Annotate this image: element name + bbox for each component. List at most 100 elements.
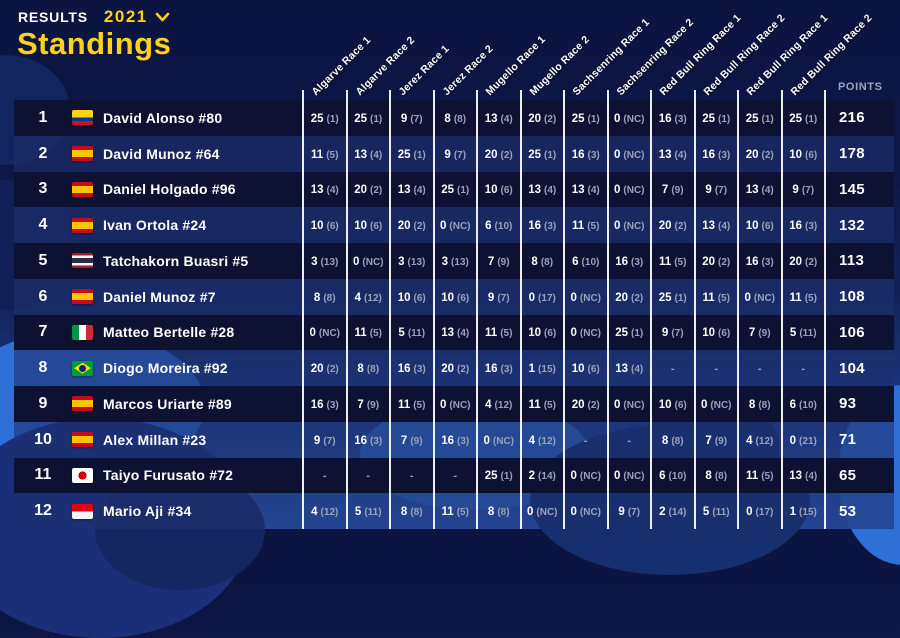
rider-name[interactable]: David Munoz #64 xyxy=(103,145,220,162)
race-result-cell: 16 (3) xyxy=(397,363,426,376)
race-result-cell: 11 (5) xyxy=(441,506,469,519)
rider-name[interactable]: Matteo Bertelle #28 xyxy=(103,324,235,341)
race-result-cell: 13 (4) xyxy=(484,112,513,125)
race-result-cell: 4 (12) xyxy=(746,434,774,447)
race-result-cell: 20 (2) xyxy=(484,148,513,161)
race-result-cell: 20 (2) xyxy=(615,291,644,304)
race-result-cell: 20 (2) xyxy=(745,148,774,161)
race-result-cell: 0 (NC) xyxy=(570,291,601,304)
race-result-cell: 25 (1) xyxy=(397,148,426,161)
race-result-cell: 10 (6) xyxy=(745,220,774,233)
race-result-cell: 11 (5) xyxy=(528,398,556,411)
race-result-cell: 16 (3) xyxy=(484,363,513,376)
race-column-header: Red Bull Ring Race 1 xyxy=(744,12,831,98)
rider-name[interactable]: Tatchakorn Buasri #5 xyxy=(103,252,249,269)
race-result-cell: 16 (3) xyxy=(571,148,600,161)
flag-icon-japan xyxy=(72,467,93,483)
race-result-cell: 20 (2) xyxy=(528,112,557,125)
race-result-cell: 0 (NC) xyxy=(352,255,384,268)
table-row[interactable]: 11 Taiyo Furusato #72 - - - - 25 (1) 2 (14) 0 (NC) 0… xyxy=(14,457,894,494)
rank: 11 xyxy=(34,466,52,484)
rider-name[interactable]: Daniel Holgado #96 xyxy=(103,181,236,198)
race-result-cell: 20 (2) xyxy=(441,363,470,376)
rank: 8 xyxy=(38,359,48,377)
table-row[interactable]: 10 Alex Millan #23 9 (7) 16 (3) 7 (9) 16 (3) 0 (NC)… xyxy=(14,421,894,458)
race-result-cell: 8 (8) xyxy=(487,506,510,519)
rider-name[interactable]: Alex Millan #23 xyxy=(103,431,207,448)
table-row[interactable]: 6 Daniel Munoz #7 8 (8) 4 (12) 10 (6) 10 (6) 9 (7) 0… xyxy=(14,278,894,315)
flag-icon-spain xyxy=(72,146,93,162)
race-result-cell: 4 (12) xyxy=(354,291,382,304)
race-result-cell: 13 (4) xyxy=(658,148,687,161)
points-column-header: POINTS xyxy=(838,81,883,93)
race-result-cell: 5 (11) xyxy=(789,327,817,340)
table-row[interactable]: 2 David Munoz #64 11 (5) 13 (4) 25 (1) 9 (7) 20 (2)… xyxy=(14,135,894,172)
race-result-cell: 0 (NC) xyxy=(439,398,471,411)
race-column-header: Sachsenring Race 2 xyxy=(614,16,696,98)
race-result-cell: 7 (9) xyxy=(487,255,510,268)
race-result-cell: 4 (12) xyxy=(528,434,556,447)
race-result-cell: 7 (9) xyxy=(400,434,423,447)
race-result-cell: 0 (NC) xyxy=(700,398,732,411)
race-result-cell: 13 (4) xyxy=(441,327,470,340)
rider-name[interactable]: Marcos Uriarte #89 xyxy=(103,395,232,412)
race-result-cell: 20 (2) xyxy=(571,398,600,411)
points-total: 216 xyxy=(839,109,865,127)
race-result-cell: 25 (1) xyxy=(571,112,600,125)
rider-name[interactable]: Diogo Moreira #92 xyxy=(103,360,228,377)
race-result-cell: 16 (3) xyxy=(310,398,339,411)
race-result-cell: 11 (5) xyxy=(311,148,339,161)
flag-icon-colombia xyxy=(72,110,93,126)
race-result-cell: 13 (4) xyxy=(528,184,557,197)
race-result-cell: 8 (8) xyxy=(748,398,771,411)
table-row[interactable]: 7 Matteo Bertelle #28 0 (NC) 11 (5) 5 (11) 13 (4)… xyxy=(14,314,894,351)
rank: 9 xyxy=(38,394,48,412)
table-row[interactable]: 3 Daniel Holgado #96 13 (4) 20 (2) 13 (4) 25 (1) 1… xyxy=(14,171,894,208)
rider-name[interactable]: Daniel Munoz #7 xyxy=(103,288,216,305)
race-result-cell: 0 (21) xyxy=(789,434,817,447)
race-result-cell: 9 (7) xyxy=(400,112,423,125)
race-result-cell: 9 (7) xyxy=(705,184,728,197)
race-result-cell: 5 (11) xyxy=(354,506,382,519)
rider-name[interactable]: Taiyo Furusato #72 xyxy=(103,467,234,484)
rider-name[interactable]: Ivan Ortola #24 xyxy=(103,217,207,234)
rank: 4 xyxy=(38,216,48,234)
race-result-cell: 25 (1) xyxy=(528,148,557,161)
race-result-cell: - xyxy=(322,470,327,483)
table-row[interactable]: 9 Marcos Uriarte #89 16 (3) 7 (9) 11 (5) 0 (NC) 4(… xyxy=(14,386,894,422)
rider-name[interactable]: Mario Aji #34 xyxy=(103,503,192,520)
race-result-cell: 10 (6) xyxy=(528,327,557,340)
standings-table: Algarve Race 1 Algarve Race 2 Jerez Race 1… xyxy=(14,12,894,529)
page-title: Standings xyxy=(17,26,172,61)
race-result-cell: 11 (5) xyxy=(702,291,730,304)
table-row[interactable]: 1 David Alonso #80 25 (1) 25 (1) 9 (7) 8 (8) 13 (4)… xyxy=(14,100,894,136)
points-total: 104 xyxy=(839,359,865,377)
race-result-cell: 0 (17) xyxy=(746,506,774,519)
race-result-cell: 0 (NC) xyxy=(570,327,601,340)
table-row[interactable]: 12 Mario Aji #34 4 (12) 5 (11) 8 (8) 11 (5) 8 (8) 0(… xyxy=(14,493,894,529)
race-result-cell: 25 (1) xyxy=(484,470,513,483)
race-result-cell: 3 (13) xyxy=(441,255,469,268)
race-result-cell: - xyxy=(670,363,675,376)
race-column-header: Sachsenring Race 1 xyxy=(570,16,653,98)
race-result-cell: 0 (NC) xyxy=(744,291,775,304)
rank: 1 xyxy=(38,108,48,126)
rider-name[interactable]: David Alonso #80 xyxy=(103,109,223,126)
race-result-cell: 11 (5) xyxy=(572,220,600,233)
race-result-cell: 16 (3) xyxy=(702,148,731,161)
race-result-cell: 0 (NC) xyxy=(613,398,645,411)
race-result-cell: 9 (7) xyxy=(792,184,815,197)
chevron-down-icon xyxy=(155,12,170,22)
race-result-cell: 11 (5) xyxy=(354,327,382,340)
race-result-cell: 9 (7) xyxy=(487,291,510,304)
race-result-cell: 9 (7) xyxy=(618,506,641,519)
race-result-cell: 8 (8) xyxy=(313,291,336,304)
race-result-cell: 0 (NC) xyxy=(613,112,645,125)
table-row[interactable]: 5 Tatchakorn Buasri #5 3 (13) 0 (NC) 3 (13) 3 (13… xyxy=(14,243,894,279)
table-row[interactable]: 4 Ivan Ortola #24 10 (6) 10 (6) 20 (2) 0 (NC) 6 (10… xyxy=(14,207,894,243)
race-result-cell: 11 (5) xyxy=(746,470,774,483)
year-dropdown[interactable]: 2021 xyxy=(104,7,170,27)
race-result-cell: 16 (3) xyxy=(528,220,557,233)
race-result-cell: 3 (13) xyxy=(311,255,339,268)
table-row[interactable]: 8 Diogo Moreira #92 20 (2) 8 (8) 16 (3) 20 (2) 16(… xyxy=(14,350,894,386)
